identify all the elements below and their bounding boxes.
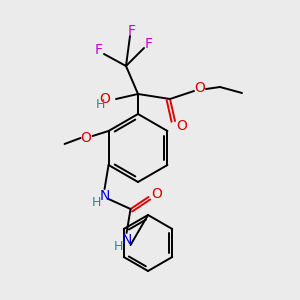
Text: F: F xyxy=(145,37,153,51)
Text: O: O xyxy=(99,92,110,106)
Text: O: O xyxy=(195,81,206,95)
Text: O: O xyxy=(80,131,91,145)
Text: H: H xyxy=(95,98,105,110)
Text: H: H xyxy=(92,196,101,208)
Text: F: F xyxy=(128,24,136,38)
Text: F: F xyxy=(95,43,103,57)
Text: H: H xyxy=(114,241,123,254)
Text: O: O xyxy=(177,119,188,133)
Text: O: O xyxy=(151,187,162,201)
Text: N: N xyxy=(99,189,110,203)
Text: N: N xyxy=(122,233,132,247)
